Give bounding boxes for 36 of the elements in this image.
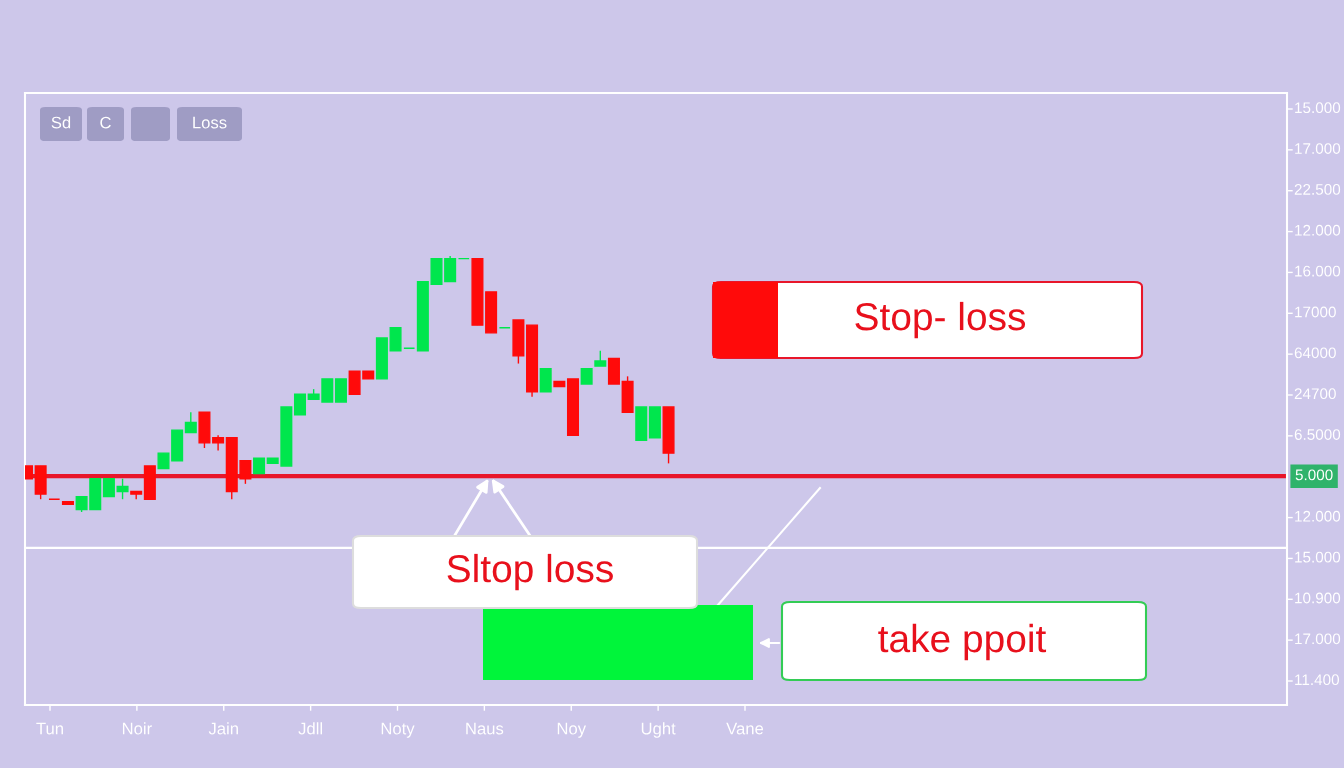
text: Jain xyxy=(208,722,238,735)
text: Naus xyxy=(466,722,504,735)
text: 64000 xyxy=(1294,347,1336,359)
text: Noy xyxy=(557,722,587,738)
text: Jdll xyxy=(298,722,323,735)
text: Noir xyxy=(122,722,152,735)
candlestick xyxy=(334,378,347,403)
candlestick xyxy=(389,327,402,352)
candlestick xyxy=(293,393,307,416)
text: Ught xyxy=(641,722,676,738)
text: 12.000 xyxy=(1295,224,1341,236)
text: 15.000 xyxy=(1295,551,1341,563)
text: Loss xyxy=(193,116,227,129)
text: take ppoit xyxy=(878,623,1047,661)
text: 17000 xyxy=(1295,306,1336,318)
text: Stop- loss xyxy=(855,301,1026,339)
text: 15.000 xyxy=(1295,102,1341,114)
candlestick xyxy=(539,367,552,393)
text: 6.5000 xyxy=(1294,429,1341,440)
text: C xyxy=(100,116,111,129)
annotation: Sltop loss xyxy=(447,553,613,591)
candlestick xyxy=(116,478,129,500)
text: 24700 xyxy=(1294,388,1336,400)
text: 17.000 xyxy=(1295,143,1341,154)
text: 16.000 xyxy=(1295,265,1341,277)
text: 10.900 xyxy=(1295,592,1341,604)
text: Noty xyxy=(381,722,415,738)
text: Tun xyxy=(36,722,63,735)
text: 22.500 xyxy=(1294,184,1341,195)
text: 17.000 xyxy=(1295,633,1341,645)
text: 11.400 xyxy=(1295,674,1339,686)
text: Vane xyxy=(726,722,764,735)
text: 5.000 xyxy=(1295,469,1333,481)
candlestick xyxy=(184,411,197,434)
text: 12.000 xyxy=(1295,510,1341,522)
text: Sd xyxy=(51,116,71,129)
